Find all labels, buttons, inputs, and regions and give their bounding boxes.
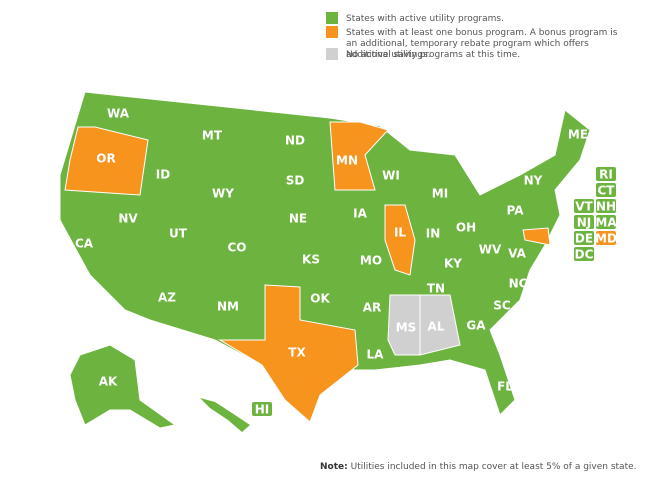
state-label: PA <box>507 204 525 218</box>
state-label: MA <box>595 216 617 230</box>
state-box <box>574 215 594 229</box>
state-box <box>574 247 594 261</box>
state-shape <box>218 284 359 423</box>
state-label: OK <box>310 292 330 306</box>
legend-label: States with at least one bonus program. … <box>346 28 618 60</box>
state-label: MS <box>396 321 417 335</box>
state-label: AK <box>99 375 118 389</box>
state-label: IN <box>426 227 441 241</box>
state-label: ND <box>285 134 305 148</box>
state-label: KY <box>444 257 462 271</box>
state-shape <box>419 294 461 356</box>
state-label: SD <box>286 174 305 188</box>
state-label: TN <box>427 282 445 296</box>
state-label: NV <box>118 212 138 226</box>
state-label: LA <box>367 348 385 362</box>
state-label: MN <box>336 154 358 168</box>
states <box>59 91 591 432</box>
state-shape <box>64 126 149 196</box>
legend-line: No active utility programs at this time. <box>346 50 520 60</box>
state-label: NC <box>509 277 528 291</box>
state-label: OR <box>96 152 115 166</box>
state-box <box>596 199 616 213</box>
state-label: NH <box>596 200 616 214</box>
state-labels: WA OR CA NV ID MT WY UT CO AZ NM ND SD NE KS OK TX MN IA MO… <box>75 107 617 417</box>
state-box <box>574 199 594 213</box>
state-label: TX <box>288 346 306 360</box>
legend-label: States with active utility programs. <box>346 14 504 24</box>
state-label: VT <box>575 200 593 214</box>
state-label: NJ <box>577 216 592 230</box>
state-label: IL <box>394 226 406 240</box>
state-label: DC <box>575 248 594 262</box>
state-shape <box>522 227 551 246</box>
state-shape <box>384 204 416 276</box>
state-label: MI <box>432 187 448 201</box>
state-label: CA <box>75 237 94 251</box>
hawaii <box>200 398 250 432</box>
state-label: WI <box>382 169 400 183</box>
state-label: AL <box>428 320 445 334</box>
legend-line: additional savings. <box>346 50 431 60</box>
note-label: Note: <box>320 462 348 472</box>
legend-label: No active utility programs at this time. <box>346 50 520 60</box>
state-label: NY <box>524 174 543 188</box>
legend-swatch <box>326 48 338 60</box>
state-label: MO <box>360 254 382 268</box>
state-label: SC <box>493 299 511 313</box>
state-label: NM <box>217 300 239 314</box>
state-shape <box>387 294 421 356</box>
state-label: KS <box>302 253 320 267</box>
state-label: VA <box>508 247 526 261</box>
state-label: MT <box>202 129 223 143</box>
state-label: WV <box>479 243 502 257</box>
state-label: IA <box>353 207 367 221</box>
state-label: RI <box>599 168 613 182</box>
state-box <box>596 167 616 181</box>
state-label: AZ <box>158 291 176 305</box>
state-label: ME <box>568 128 588 142</box>
state-box <box>596 183 616 197</box>
legend-swatch <box>326 26 338 38</box>
legend-line: States with active utility programs. <box>346 14 504 24</box>
state-label: FL <box>497 380 513 394</box>
state-label: WY <box>212 187 234 201</box>
state-label: MD <box>595 232 617 246</box>
legend-line: States with at least one bonus program. … <box>346 28 618 38</box>
state-box <box>252 402 272 416</box>
legend-swatch <box>326 12 338 24</box>
note-text: Utilities included in this map cover at … <box>351 462 637 472</box>
state-box <box>596 215 616 229</box>
state-label: CO <box>227 241 246 255</box>
state-label: NE <box>289 212 307 226</box>
state-box <box>574 231 594 245</box>
state-label: AR <box>363 301 382 315</box>
state-label: UT <box>169 227 188 241</box>
state-label: OH <box>456 221 476 235</box>
state-label: WA <box>107 107 130 121</box>
note: Note: Utilities included in this map cov… <box>320 462 637 472</box>
state-shape <box>329 121 389 191</box>
alaska <box>69 344 177 429</box>
state-label: ID <box>156 168 170 182</box>
state-label: CT <box>598 184 616 198</box>
state-label: GA <box>466 319 486 333</box>
state-label: HI <box>255 403 270 417</box>
legend: States with active utility programs. Stat… <box>326 12 618 60</box>
state-box <box>596 231 616 245</box>
state-label: DE <box>575 232 593 246</box>
legend-line: an additional, temporary rebate program … <box>346 39 589 49</box>
